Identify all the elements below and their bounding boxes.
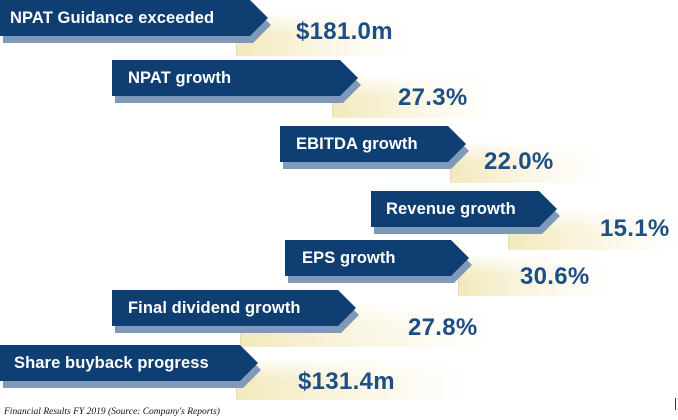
ribbon-arrow [0, 0, 271, 43]
value-background [458, 256, 608, 296]
metric-label: EPS growth [302, 249, 396, 267]
metric-label: NPAT Guidance exceeded [10, 9, 215, 27]
ribbon-arrow [371, 191, 560, 234]
metric-value: $181.0m [296, 18, 393, 45]
metric-label: Share buyback progress [14, 354, 209, 372]
edge-marker [675, 398, 676, 410]
metric-value: $131.4m [298, 368, 395, 395]
metric-value: 27.3% [398, 84, 468, 111]
ribbon-arrow [112, 60, 361, 103]
metric-value: 30.6% [520, 263, 590, 290]
ribbon-arrow [112, 290, 359, 333]
metric-label: Final dividend growth [128, 299, 301, 317]
figure-caption: Financial Results FY 2019 (Source: Compa… [4, 407, 220, 417]
value-background [236, 360, 466, 400]
value-background [332, 76, 492, 118]
metric-label: NPAT growth [128, 69, 232, 87]
metric-value: 15.1% [600, 215, 670, 242]
value-background [450, 143, 600, 183]
metric-label: EBITDA growth [296, 135, 418, 153]
ribbon-arrow [285, 240, 472, 283]
ribbon-arrow [0, 345, 261, 388]
metric-value: 27.8% [408, 314, 478, 341]
metric-label: Revenue growth [386, 200, 516, 218]
ribbon-arrow [280, 126, 469, 169]
metric-value: 22.0% [484, 148, 554, 175]
